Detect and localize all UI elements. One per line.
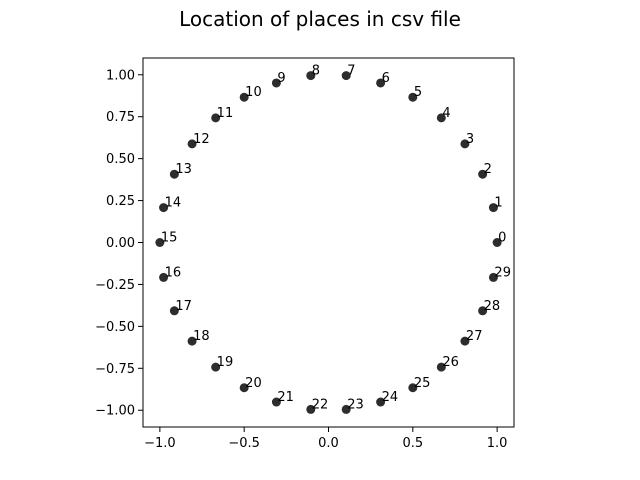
y-tick-label: −0.75 [95, 362, 135, 377]
data-point [376, 397, 386, 407]
data-point [271, 78, 281, 88]
point-label: 3 [466, 132, 474, 147]
data-point [488, 203, 498, 213]
data-point [492, 238, 502, 247]
data-point [436, 113, 446, 123]
data-point [169, 169, 179, 179]
x-tick-label: −1.0 [144, 436, 176, 451]
y-tick-label: −0.25 [95, 278, 135, 293]
x-tick-label: 0.0 [318, 436, 339, 451]
point-label: 0 [498, 231, 506, 246]
point-label: 6 [382, 71, 390, 86]
data-point [341, 404, 351, 414]
y-axis: 1.00 0.75 0.50 0.25 0.00 −0.25 −0.50 −0.75 −1.00 [95, 68, 143, 419]
point-label: 10 [245, 85, 262, 100]
point-label: 1 [494, 196, 502, 211]
point-label: 16 [165, 265, 182, 280]
point-label: 22 [312, 397, 329, 412]
data-point [436, 362, 446, 372]
x-axis: −1.0 −0.5 0.0 0.5 1.0 [144, 427, 507, 451]
data-point [155, 238, 165, 247]
x-tick-label: −0.5 [228, 436, 260, 451]
y-tick-label: 1.00 [106, 68, 135, 83]
data-point [460, 336, 470, 346]
y-tick-label: −1.00 [95, 404, 135, 419]
data-point [478, 306, 488, 316]
data-point [341, 71, 351, 81]
point-label: 9 [277, 71, 285, 86]
x-tick-label: 1.0 [487, 436, 508, 451]
y-tick-label: 0.00 [106, 236, 135, 251]
point-label: 7 [347, 64, 355, 79]
point-label: 26 [442, 355, 459, 370]
chart-title: Location of places in csv file [179, 7, 461, 31]
point-label: 25 [414, 376, 431, 391]
data-point [376, 78, 386, 88]
data-point [306, 404, 316, 414]
point-label: 19 [217, 355, 234, 370]
point-label: 2 [484, 162, 492, 177]
point-label: 5 [414, 85, 422, 100]
data-point [488, 272, 498, 282]
point-label: 15 [161, 231, 178, 246]
point-label: 14 [165, 196, 182, 211]
y-tick-label: 0.50 [106, 152, 135, 167]
data-point [306, 71, 316, 81]
point-label: 11 [217, 106, 234, 121]
data-point [408, 383, 418, 393]
plot-area-frame [142, 57, 515, 428]
data-point [159, 272, 169, 282]
y-tick-label: 0.75 [106, 110, 135, 125]
data-point [478, 169, 488, 179]
point-label: 13 [175, 162, 192, 177]
point-label: 27 [466, 329, 483, 344]
data-point [187, 336, 197, 346]
point-label: 8 [312, 64, 320, 79]
data-point [460, 139, 470, 149]
data-point [169, 306, 179, 316]
point-label: 29 [494, 265, 511, 280]
point-label: 28 [484, 299, 501, 314]
data-point [239, 383, 249, 393]
data-point [271, 397, 281, 407]
point-label: 17 [175, 299, 192, 314]
point-label: 23 [347, 397, 364, 412]
point-label: 4 [442, 106, 450, 121]
point-label: 21 [277, 390, 294, 405]
point-label: 24 [382, 390, 399, 405]
data-point [159, 203, 169, 213]
point-label: 18 [193, 329, 210, 344]
data-point [211, 113, 221, 123]
y-tick-label: −0.50 [95, 320, 135, 335]
data-point [187, 139, 197, 149]
data-point [211, 362, 221, 372]
y-tick-label: 0.25 [106, 194, 135, 209]
x-tick-label: 0.5 [402, 436, 423, 451]
point-label: 20 [245, 376, 262, 391]
point-label: 12 [193, 132, 210, 147]
data-point [408, 92, 418, 102]
data-point [239, 92, 249, 102]
